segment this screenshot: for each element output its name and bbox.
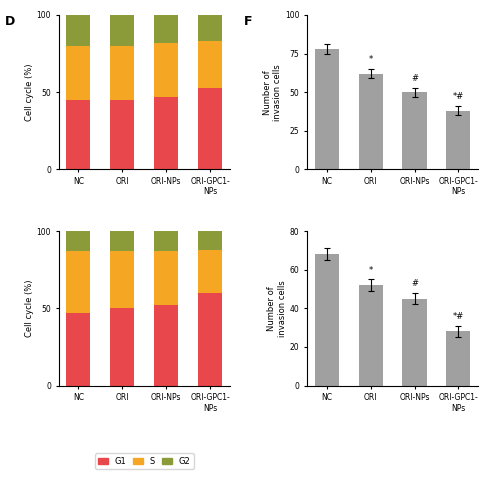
Text: #: #	[411, 279, 418, 288]
Text: D: D	[5, 15, 15, 28]
Y-axis label: Number of
invasion cells: Number of invasion cells	[267, 280, 287, 336]
Bar	[359, 285, 383, 386]
Y-axis label: Cell cycle (%): Cell cycle (%)	[24, 280, 34, 337]
Bar	[154, 97, 178, 170]
Bar	[110, 251, 134, 308]
Bar	[154, 43, 178, 97]
Bar	[154, 15, 178, 43]
Bar	[110, 15, 134, 46]
Bar	[447, 110, 470, 170]
Bar	[198, 293, 222, 386]
Text: #: #	[411, 74, 418, 83]
Bar	[66, 231, 90, 251]
Bar	[403, 298, 427, 386]
Text: *#: *#	[453, 312, 464, 321]
Bar	[66, 100, 90, 170]
Bar	[110, 46, 134, 100]
Y-axis label: Number of
invasion cells: Number of invasion cells	[263, 64, 282, 120]
Text: *: *	[368, 56, 373, 64]
Bar	[198, 88, 222, 170]
Bar	[198, 15, 222, 41]
Bar	[198, 250, 222, 293]
Bar	[359, 74, 383, 170]
Bar	[66, 15, 90, 46]
Bar	[154, 231, 178, 251]
Y-axis label: Cell cycle (%): Cell cycle (%)	[24, 64, 34, 121]
Bar	[315, 49, 339, 170]
Bar	[447, 332, 470, 386]
Bar	[110, 100, 134, 170]
Text: *: *	[368, 266, 373, 274]
Bar	[110, 231, 134, 251]
Bar	[198, 41, 222, 88]
Text: *#: *#	[453, 92, 464, 102]
Bar	[198, 231, 222, 250]
Text: F: F	[244, 15, 252, 28]
Bar	[110, 308, 134, 386]
Bar	[403, 92, 427, 170]
Bar	[66, 313, 90, 386]
Bar	[66, 251, 90, 313]
Bar	[315, 254, 339, 386]
Bar	[154, 251, 178, 305]
Bar	[66, 46, 90, 100]
Bar	[154, 305, 178, 386]
Legend: G1, S, G2: G1, S, G2	[95, 454, 194, 469]
